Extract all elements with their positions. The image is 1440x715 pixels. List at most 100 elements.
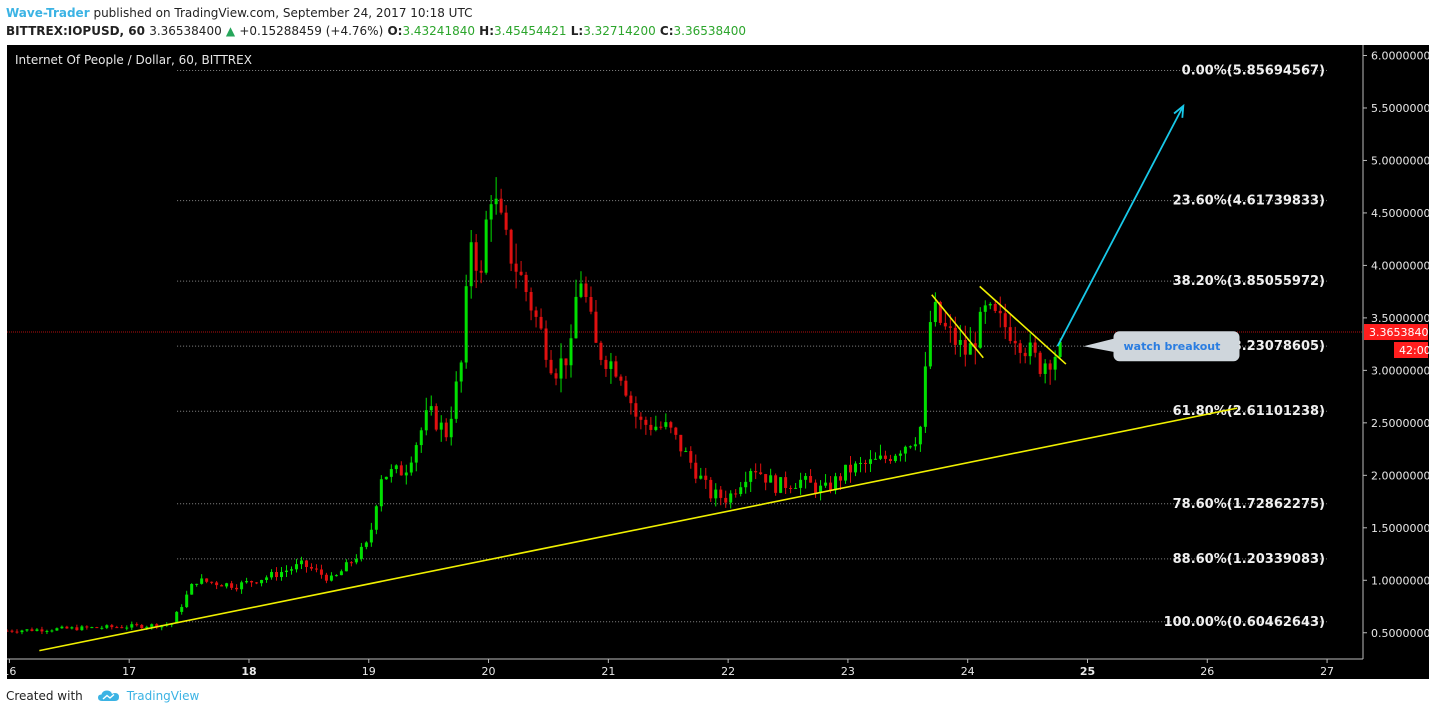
drawings[interactable]: watch breakout bbox=[39, 103, 1240, 652]
candle-body bbox=[75, 627, 79, 631]
close-label: C: bbox=[659, 24, 674, 38]
callout-text: watch breakout bbox=[1123, 340, 1220, 353]
candle-body bbox=[734, 493, 738, 495]
x-tick-label: 20 bbox=[482, 665, 496, 678]
candle-body bbox=[804, 476, 808, 480]
candle-body bbox=[245, 581, 249, 583]
candle-body bbox=[1008, 327, 1012, 341]
candle-body bbox=[479, 270, 483, 273]
candle-body bbox=[1013, 340, 1017, 344]
x-tick-label: 22 bbox=[721, 665, 735, 678]
candle-body bbox=[829, 482, 833, 491]
candle-body bbox=[729, 493, 733, 503]
candle-body bbox=[429, 406, 433, 411]
change-value: +0.15288459 (+4.76%) bbox=[239, 24, 384, 38]
candle-body bbox=[210, 581, 214, 583]
candle-body bbox=[933, 301, 937, 323]
candle-body bbox=[349, 562, 353, 564]
candle-body bbox=[50, 630, 54, 632]
candle-body bbox=[784, 477, 788, 488]
time-axis[interactable]: 16 17 18 19 20 21 22 23 24 25 26 27 bbox=[7, 659, 1334, 678]
candle-body bbox=[1048, 363, 1052, 370]
candle-body bbox=[195, 583, 199, 585]
arrow-line[interactable] bbox=[1056, 105, 1185, 347]
candle-body bbox=[599, 342, 603, 360]
price-axis[interactable]: 0.50000000 1.00000000 1.50000000 2.00000000… bbox=[1363, 49, 1429, 640]
arrow-head-icon bbox=[1173, 103, 1185, 118]
candle-body bbox=[190, 584, 194, 595]
fib-retracement[interactable]: 0.00%(5.85694567) 23.60%(4.61739833) 38.20… bbox=[7, 64, 1363, 630]
y-tick-label: 2.50000000 bbox=[1371, 417, 1429, 430]
candle-body bbox=[364, 542, 368, 547]
candle-body bbox=[225, 583, 229, 587]
candle-body bbox=[584, 283, 588, 298]
x-tick-label: 16 bbox=[7, 665, 16, 678]
candle-body bbox=[759, 472, 763, 475]
candle-body bbox=[978, 311, 982, 348]
candle-body bbox=[764, 474, 768, 483]
candle-body bbox=[260, 579, 264, 584]
candle-body bbox=[704, 475, 708, 480]
last-price-tag bbox=[1364, 324, 1428, 341]
candle-body bbox=[888, 458, 892, 462]
y-tick-label: 5.00000000 bbox=[1371, 154, 1429, 167]
candle-body bbox=[679, 434, 683, 452]
candle-body bbox=[858, 462, 862, 464]
chart-background bbox=[7, 45, 1429, 679]
trend-line[interactable] bbox=[979, 285, 1067, 365]
candle-body bbox=[15, 631, 19, 633]
trend-line[interactable] bbox=[39, 407, 1238, 652]
candle-body bbox=[903, 446, 907, 454]
candle-body bbox=[878, 455, 882, 459]
candle-body bbox=[809, 476, 813, 483]
callout-box[interactable] bbox=[1113, 331, 1240, 362]
low-value: 3.32714200 bbox=[583, 24, 656, 38]
candle-body bbox=[898, 453, 902, 456]
candle-body bbox=[110, 625, 114, 628]
tradingview-link[interactable]: TradingView bbox=[89, 689, 199, 703]
candle-body bbox=[634, 403, 638, 417]
fib-level-label: 0.00%(5.85694567) bbox=[1182, 64, 1325, 79]
candle-body bbox=[384, 476, 388, 480]
open-label: O: bbox=[387, 24, 403, 38]
candle-body bbox=[844, 464, 848, 481]
y-tick-label: 2.00000000 bbox=[1371, 469, 1429, 482]
candle-body bbox=[339, 571, 343, 576]
candle-body bbox=[55, 628, 59, 631]
fib-level-label: 38.20%(3.85055972) bbox=[1173, 274, 1325, 289]
candle-body bbox=[993, 303, 997, 311]
candle-body bbox=[1018, 343, 1022, 353]
candle-body bbox=[963, 339, 967, 355]
candle-body bbox=[424, 410, 428, 431]
candle-body bbox=[235, 587, 239, 590]
x-tick-label: 19 bbox=[362, 665, 376, 678]
x-tick-label: 17 bbox=[122, 665, 136, 678]
candle-body bbox=[819, 485, 823, 494]
candle-body bbox=[724, 497, 728, 503]
footer: Created with TradingView bbox=[6, 689, 199, 703]
candle-body bbox=[10, 630, 14, 632]
candle-body bbox=[434, 406, 438, 430]
candle-body bbox=[240, 582, 244, 590]
candle-body bbox=[514, 263, 518, 272]
candle-body bbox=[824, 482, 828, 486]
author-link[interactable]: Wave-Trader bbox=[6, 6, 90, 20]
candle-body bbox=[983, 305, 987, 312]
y-tick-label: 4.00000000 bbox=[1371, 259, 1429, 272]
candle-body bbox=[439, 422, 443, 430]
x-tick-label: 24 bbox=[961, 665, 975, 678]
trend-line[interactable] bbox=[931, 294, 984, 359]
price-chart[interactable]: 0.00%(5.85694567) 23.60%(4.61739833) 38.20… bbox=[7, 45, 1429, 679]
candles bbox=[7, 177, 1062, 635]
candle-body bbox=[474, 242, 478, 271]
candle-body bbox=[589, 297, 593, 312]
x-tick-label: 26 bbox=[1200, 665, 1214, 678]
candle-body bbox=[1028, 342, 1032, 357]
candle-body bbox=[280, 572, 284, 578]
candle-body bbox=[674, 427, 678, 435]
candle-body bbox=[574, 296, 578, 339]
candle-body bbox=[379, 479, 383, 507]
y-tick-label: 1.00000000 bbox=[1371, 574, 1429, 587]
candle-body bbox=[908, 446, 912, 448]
candle-body bbox=[180, 607, 184, 612]
